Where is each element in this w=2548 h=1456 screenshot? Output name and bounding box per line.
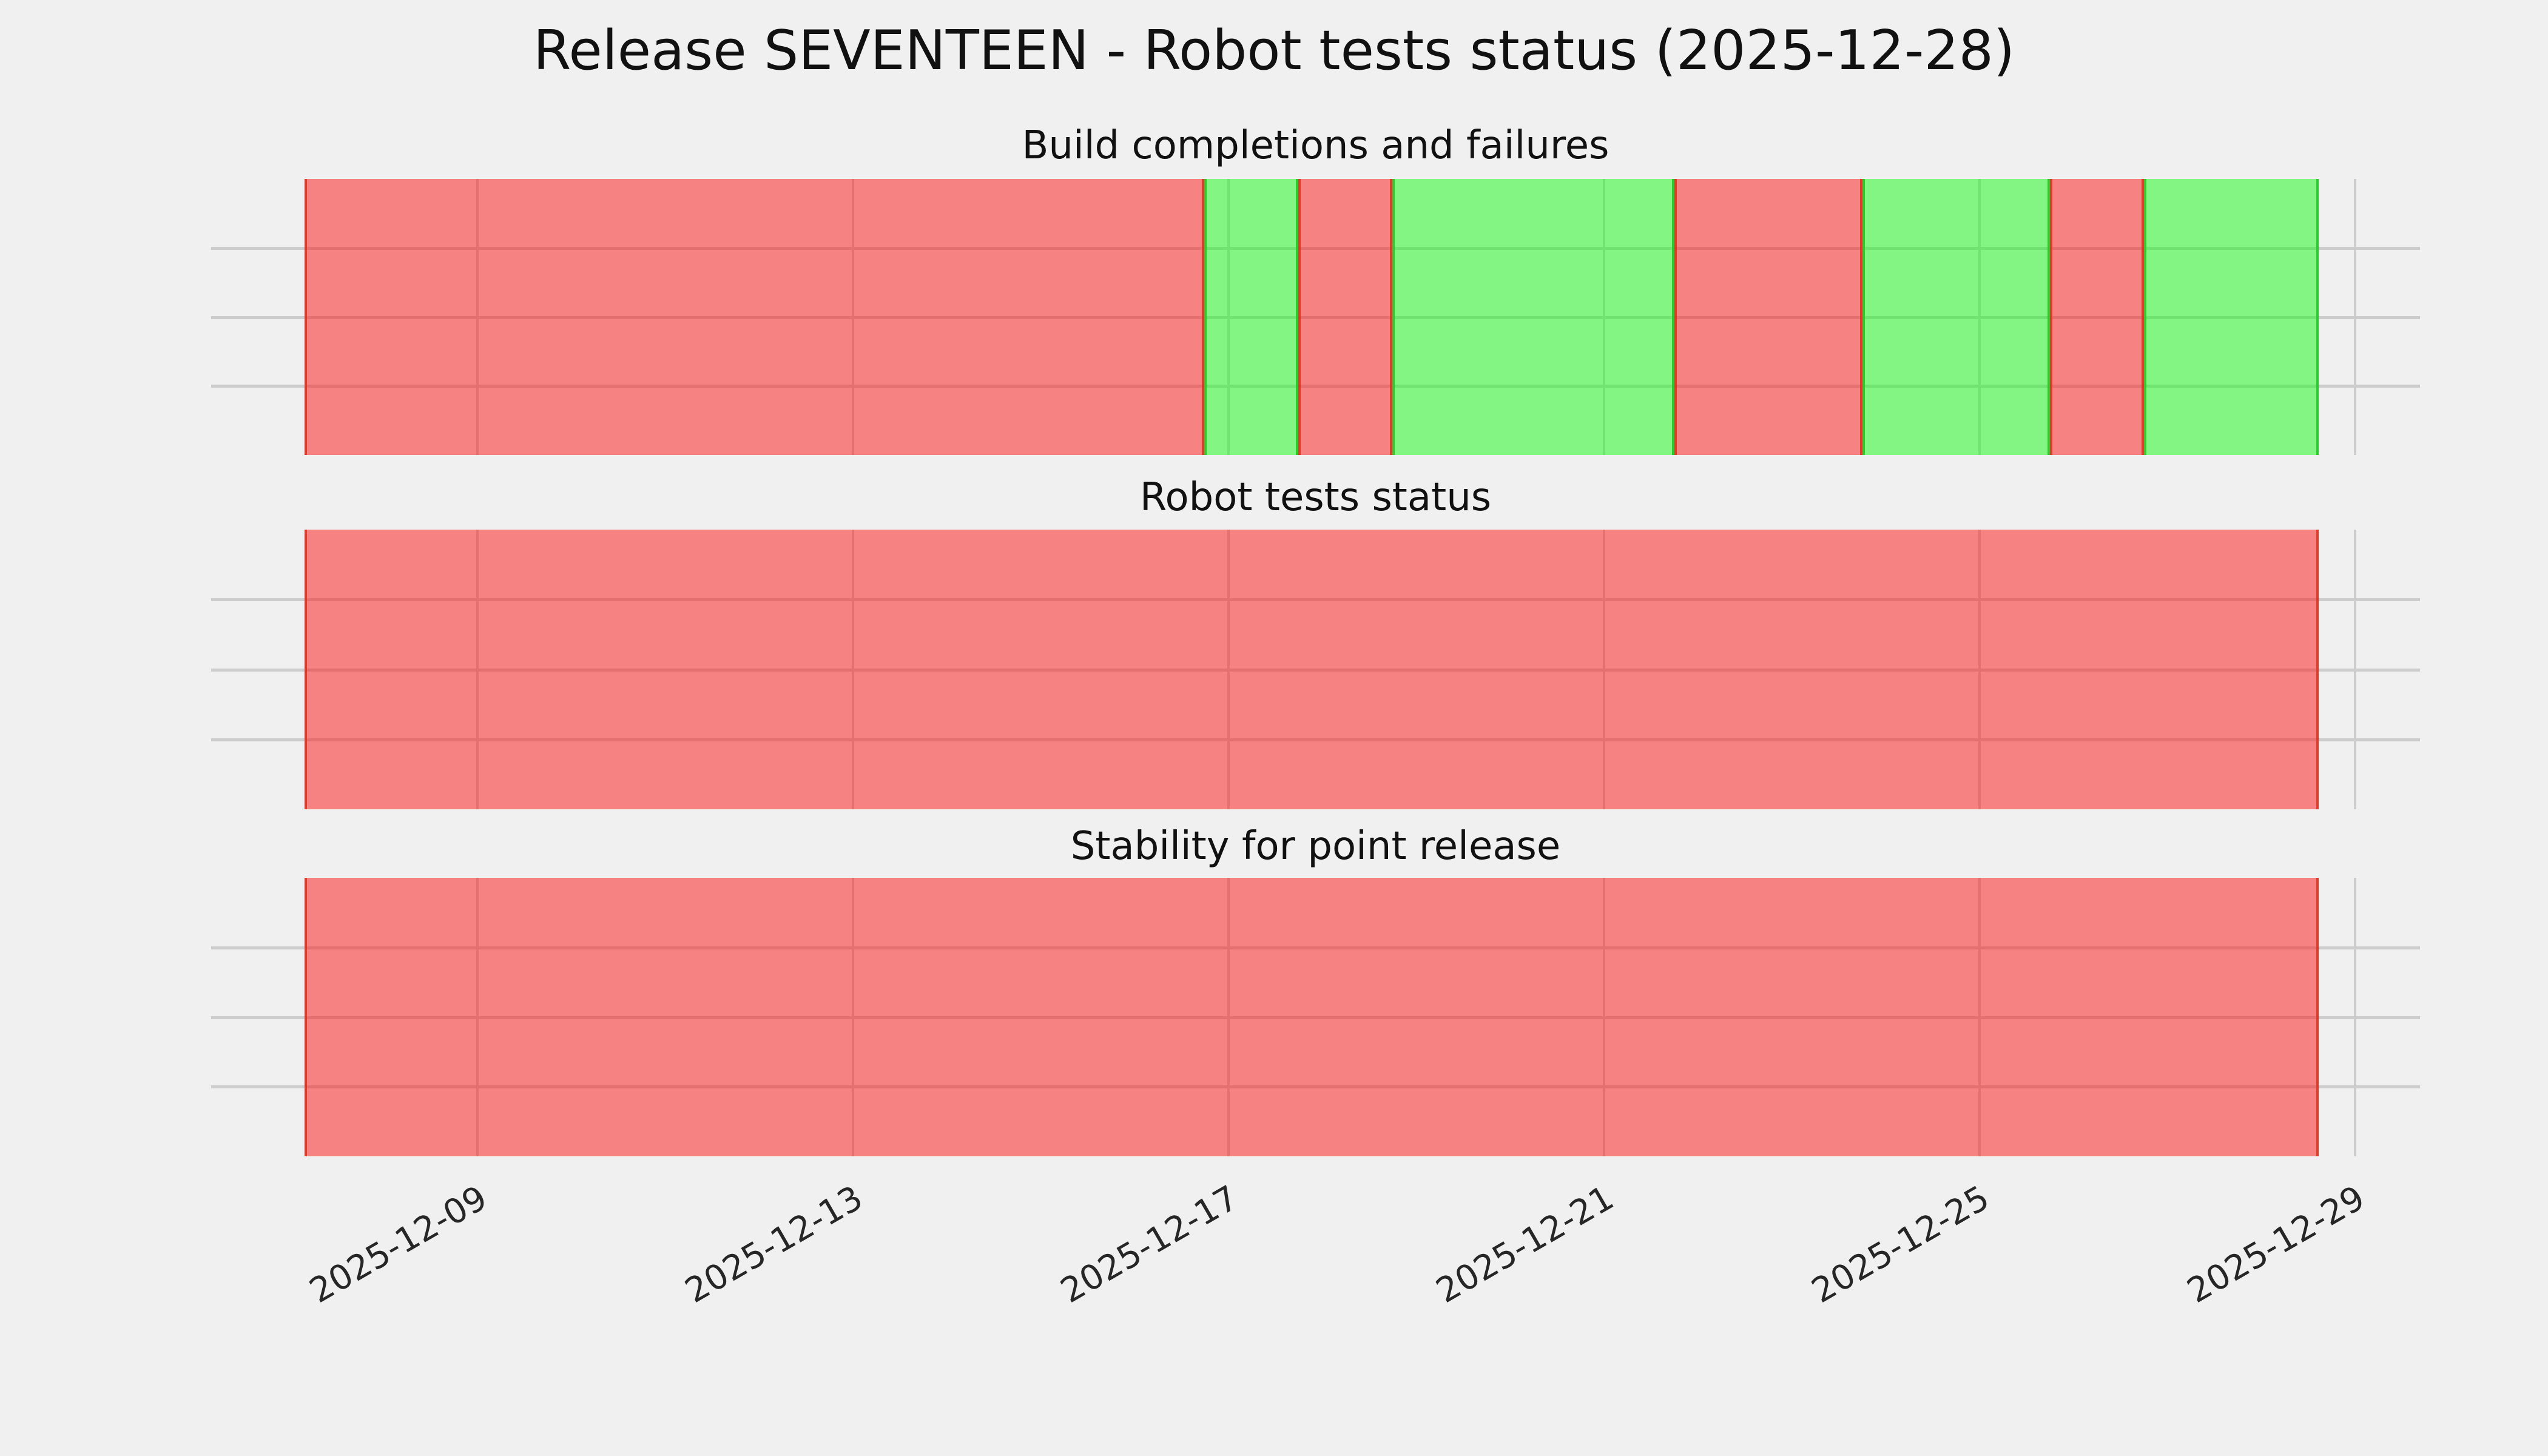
v-gridline <box>1227 179 1230 455</box>
x-tick-label: 2025-12-13 <box>678 1178 869 1312</box>
v-gridline <box>1227 530 1230 809</box>
axes <box>211 530 2420 809</box>
status-segment-fail <box>304 179 1204 455</box>
status-segment-fail <box>1298 179 1393 455</box>
v-gridline <box>1227 878 1230 1156</box>
status-segment-ok <box>1392 179 1675 455</box>
v-gridline <box>2353 878 2356 1156</box>
h-gridline <box>211 315 2420 319</box>
v-gridline <box>476 179 479 455</box>
x-tick-label: 2025-12-21 <box>1429 1178 1620 1312</box>
status-segment-fail <box>304 530 2319 809</box>
axes <box>211 179 2420 455</box>
status-segment-fail <box>1674 179 1863 455</box>
h-gridline <box>211 598 2420 602</box>
v-gridline <box>1978 530 1981 809</box>
v-gridline <box>1602 878 1605 1156</box>
h-gridline <box>211 246 2420 250</box>
status-segment-fail <box>2050 179 2145 455</box>
subplot-title: Stability for point release <box>1070 824 1561 869</box>
x-tick-label: 2025-12-17 <box>1054 1178 1245 1312</box>
x-tick-label: 2025-12-09 <box>303 1178 494 1312</box>
v-gridline <box>2353 179 2356 455</box>
v-gridline <box>476 878 479 1156</box>
v-gridline <box>1602 179 1605 455</box>
v-gridline <box>476 530 479 809</box>
v-gridline <box>1602 530 1605 809</box>
v-gridline <box>1978 179 1981 455</box>
v-gridline <box>852 179 854 455</box>
status-bar-row <box>304 179 2319 455</box>
x-tick-label: 2025-12-29 <box>2180 1178 2371 1312</box>
v-gridline <box>852 530 854 809</box>
status-segment-ok <box>1204 179 1299 455</box>
h-gridline <box>211 738 2420 741</box>
x-tick-label: 2025-12-25 <box>1805 1178 1996 1312</box>
status-bar-row <box>304 530 2319 809</box>
h-gridline <box>211 668 2420 672</box>
status-segment-fail <box>304 878 2319 1156</box>
v-gridline <box>1978 878 1981 1156</box>
h-gridline <box>211 1016 2420 1019</box>
status-segment-ok <box>1862 179 2051 455</box>
h-gridline <box>211 1085 2420 1089</box>
subplot-title: Robot tests status <box>1139 475 1492 520</box>
figure-title: Release SEVENTEEN - Robot tests status (… <box>533 19 2015 83</box>
h-gridline <box>211 385 2420 388</box>
status-bar-row <box>304 878 2319 1156</box>
v-gridline <box>2353 530 2356 809</box>
h-gridline <box>211 946 2420 949</box>
axes <box>211 878 2420 1156</box>
subplot-title: Build completions and failures <box>1022 123 1609 168</box>
v-gridline <box>852 878 854 1156</box>
status-segment-ok <box>2144 179 2319 455</box>
